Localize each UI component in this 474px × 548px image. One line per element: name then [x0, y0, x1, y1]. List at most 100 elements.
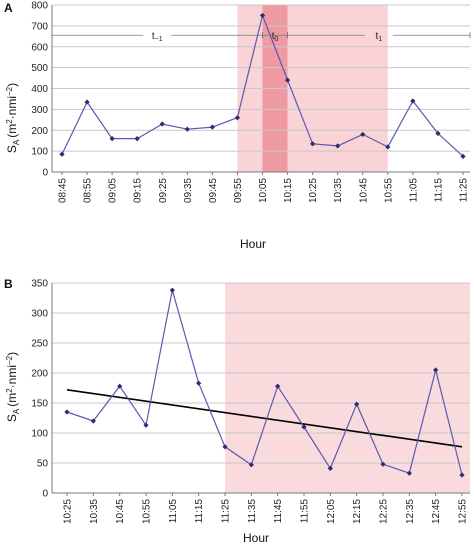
- gridlines-b: [52, 282, 470, 464]
- y-tick-a-500: 500: [31, 63, 48, 74]
- data-point-b-1: [90, 418, 96, 424]
- x-tick-a-4: 09:25: [158, 178, 169, 203]
- x-tick-b-6: 11:25: [221, 499, 232, 524]
- x-tick-b-12: 12:25: [379, 499, 390, 524]
- data-point-b-6: [222, 444, 228, 450]
- x-tick-b-0: 10:25: [63, 499, 74, 524]
- y-tick-labels-b: 0 50 100 150 200 250 300 350: [31, 279, 48, 500]
- period-label-0: t−1: [152, 31, 163, 43]
- x-tick-a-2: 09:05: [108, 178, 119, 203]
- x-tick-b-14: 12:45: [431, 499, 442, 524]
- y-tick-b-350: 350: [31, 279, 48, 290]
- x-tick-labels-b: 10:25 10:35 10:45 10:55 11:05 11:15 11:25 11:35…: [63, 499, 469, 524]
- x-tick-b-2: 10:45: [115, 499, 126, 524]
- y-tick-a-400: 400: [31, 84, 48, 95]
- x-tick-b-3: 10:55: [142, 499, 153, 524]
- y-tick-b-250: 250: [31, 339, 48, 350]
- data-point-a-8: [259, 12, 266, 19]
- data-point-a-1: [84, 99, 90, 105]
- x-axis-label-b: Hour: [243, 531, 269, 545]
- y-tick-a-600: 600: [31, 42, 48, 53]
- y-axis-label-b: SA(m2·nmi−2): [5, 352, 21, 422]
- data-point-a-9: [284, 77, 291, 83]
- data-point-b-10: [327, 465, 333, 471]
- x-tick-b-13: 12:35: [405, 499, 416, 524]
- data-point-a-2: [109, 136, 115, 142]
- y-tick-b-150: 150: [31, 399, 48, 410]
- y-axis-label-a: SA(m2·nmi−2): [5, 83, 21, 153]
- data-point-b-2: [117, 383, 123, 389]
- series-line-b: [66, 290, 463, 476]
- panel-label-a: A: [4, 1, 13, 15]
- data-point-b-8: [275, 383, 281, 389]
- axes-b: [51, 283, 470, 496]
- data-point-b-13: [406, 470, 412, 476]
- data-point-b-0: [64, 409, 70, 415]
- y-tick-b-300: 300: [31, 309, 48, 320]
- shaded-period-b-0: [225, 283, 470, 493]
- chart-panel-a: A 0 100 200 300 400 500 600 700 800 08:45 08:55 09…: [4, 1, 471, 251]
- x-tick-b-8: 11:45: [273, 499, 284, 524]
- x-tick-a-1: 08:55: [83, 178, 94, 203]
- data-point-a-14: [410, 98, 416, 104]
- y-tick-a-300: 300: [31, 105, 48, 116]
- x-tick-a-16: 11:25: [459, 178, 470, 203]
- x-axis-label-a: Hour: [240, 237, 266, 251]
- x-tick-b-15: 12:55: [458, 499, 469, 524]
- y-tick-a-700: 700: [31, 21, 48, 32]
- period-label-2: t1: [375, 31, 382, 43]
- data-point-a-15: [435, 130, 441, 136]
- x-tick-a-15: 11:15: [433, 178, 444, 203]
- x-tick-b-7: 11:35: [247, 499, 258, 524]
- x-tick-a-6: 09:45: [208, 178, 219, 203]
- x-tick-b-5: 11:15: [194, 499, 205, 524]
- y-tick-b-0: 0: [42, 489, 48, 500]
- data-point-b-9: [301, 424, 307, 430]
- series-b: [64, 287, 465, 478]
- data-point-a-4: [159, 121, 165, 127]
- data-point-b-7: [248, 462, 254, 468]
- y-tick-b-200: 200: [31, 369, 48, 380]
- y-tick-labels-a: 0 100 200 300 400 500 600 700 800: [31, 1, 48, 179]
- y-tick-b-50: 50: [37, 459, 49, 470]
- data-point-a-0: [59, 151, 65, 157]
- data-point-b-5: [196, 380, 202, 386]
- x-tick-b-10: 12:05: [326, 499, 337, 524]
- data-point-b-14: [433, 367, 439, 373]
- x-tick-a-8: 10:05: [258, 178, 269, 203]
- data-point-b-4: [169, 287, 175, 293]
- data-point-a-10: [310, 141, 316, 147]
- x-tick-a-10: 10:25: [308, 178, 319, 203]
- x-tick-b-4: 11:05: [168, 499, 179, 524]
- period-annotations: t−1 t0 t1: [51, 31, 471, 43]
- x-tick-a-14: 11:05: [408, 178, 419, 203]
- trendline: [66, 389, 463, 448]
- data-point-b-3: [143, 422, 149, 428]
- data-point-a-11: [335, 143, 341, 149]
- x-tick-b-11: 12:15: [352, 499, 363, 524]
- y-tick-a-0: 0: [42, 168, 48, 179]
- x-tick-b-9: 11:55: [300, 499, 311, 524]
- panel-label-b: B: [4, 277, 13, 291]
- data-point-a-7: [234, 115, 241, 121]
- y-tick-a-200: 200: [31, 126, 48, 137]
- trendline-b: [66, 389, 463, 448]
- series-a: [59, 12, 466, 159]
- y-tick-a-800: 800: [31, 1, 48, 12]
- data-point-a-3: [134, 136, 140, 142]
- x-tick-b-1: 10:35: [89, 499, 100, 524]
- x-tick-a-7: 09:55: [233, 178, 244, 203]
- x-tick-a-11: 10:35: [333, 178, 344, 203]
- x-tick-a-13: 10:55: [383, 178, 394, 203]
- axes-a: [51, 5, 470, 175]
- x-tick-a-5: 09:35: [183, 178, 194, 203]
- gridlines-a: [52, 4, 470, 152]
- x-tick-labels-a: 08:45 08:55 09:05 09:15 09:25 09:35 09:45 09:55…: [58, 178, 470, 203]
- data-point-a-6: [209, 124, 215, 130]
- data-point-a-16: [460, 153, 466, 159]
- x-tick-a-3: 09:15: [133, 178, 144, 203]
- shaded-periods-b: [225, 283, 470, 493]
- x-tick-a-0: 08:45: [58, 178, 69, 203]
